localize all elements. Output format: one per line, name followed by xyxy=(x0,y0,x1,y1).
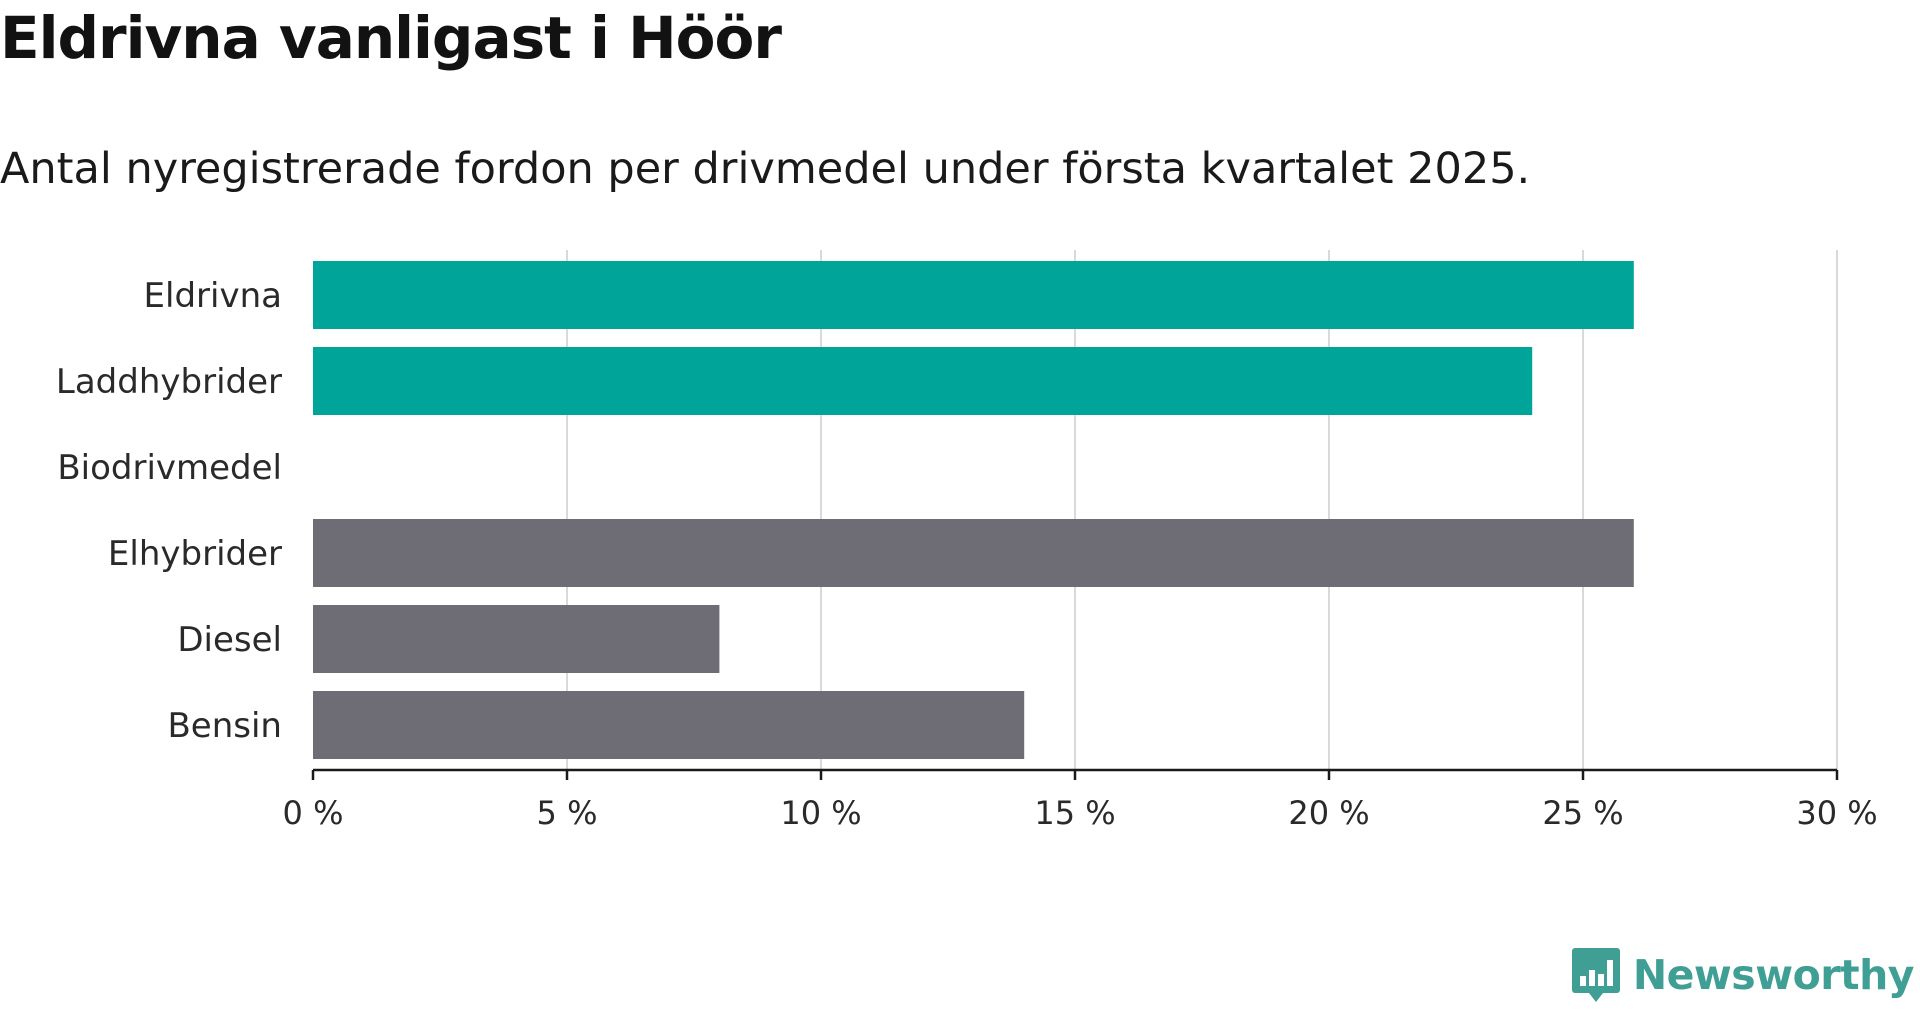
newsworthy-logo-icon xyxy=(1571,948,1620,1002)
chart-title: Eldrivna vanligast i Höör xyxy=(0,4,782,72)
category-label: Laddhybrider xyxy=(56,362,282,402)
bar xyxy=(313,691,1025,759)
bar xyxy=(313,347,1533,415)
x-tick-label: 5 % xyxy=(537,794,598,832)
x-tick-label: 20 % xyxy=(1288,794,1369,832)
bar-chart: Eldrivna Laddhybrider Biodrivmedel Elhybrid… xyxy=(56,250,1878,832)
bar xyxy=(313,605,720,673)
bar xyxy=(313,261,1634,329)
brand-name: Newsworthy xyxy=(1632,951,1915,999)
category-label: Diesel xyxy=(177,620,282,660)
category-label: Bensin xyxy=(167,706,282,746)
x-tick-label: 0 % xyxy=(283,794,344,832)
x-tick-label: 30 % xyxy=(1796,794,1877,832)
brand-logo: Newsworthy xyxy=(1571,940,1915,1010)
chart-subtitle: Antal nyregistrerade fordon per drivmede… xyxy=(0,144,1531,194)
category-label: Biodrivmedel xyxy=(57,448,282,488)
category-label: Eldrivna xyxy=(144,276,282,316)
x-tick-label: 15 % xyxy=(1034,794,1115,832)
x-tick-label: 10 % xyxy=(780,794,861,832)
bar xyxy=(313,519,1634,587)
x-tick-label: 25 % xyxy=(1542,794,1623,832)
category-label: Elhybrider xyxy=(108,534,282,574)
